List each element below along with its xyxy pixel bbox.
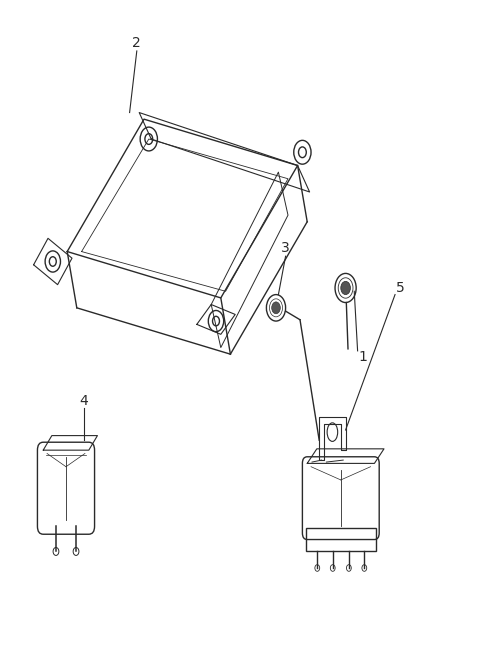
Text: 5: 5 [396,281,405,295]
Text: 4: 4 [80,393,88,408]
Text: 2: 2 [132,36,141,50]
Circle shape [272,302,280,314]
Text: 3: 3 [281,241,290,256]
Circle shape [341,281,350,295]
Text: 1: 1 [358,350,367,365]
